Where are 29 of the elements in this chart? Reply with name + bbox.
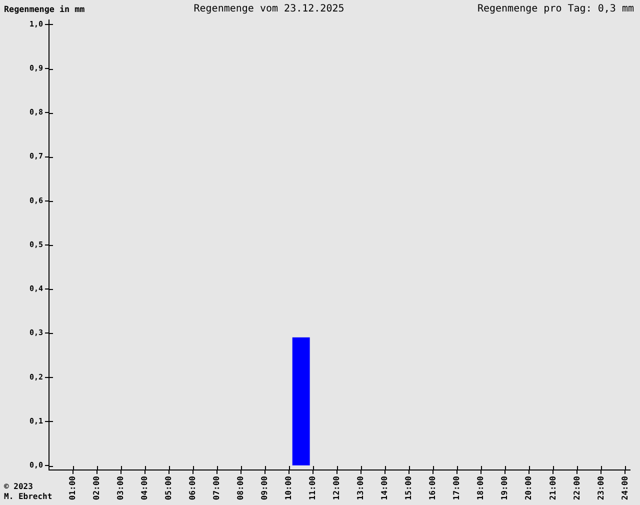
x-tick-label: 24:00: [620, 476, 630, 500]
x-tick-label: 12:00: [332, 476, 342, 500]
x-tick-label: 18:00: [476, 476, 486, 500]
x-tick-label: 07:00: [212, 476, 222, 500]
x-tick-label: 11:00: [308, 476, 318, 500]
x-tick-label: 16:00: [428, 476, 438, 500]
x-tick-label: 13:00: [356, 476, 366, 500]
x-tick-label: 06:00: [188, 476, 198, 500]
x-tick-label: 22:00: [572, 476, 582, 500]
x-tick-label: 08:00: [236, 476, 246, 500]
x-tick-label: 10:00: [284, 476, 294, 500]
x-tick-label: 23:00: [596, 476, 606, 500]
x-tick-label: 02:00: [92, 476, 102, 500]
x-tick-label: 15:00: [404, 476, 414, 500]
text: © 2023: [4, 482, 34, 492]
x-tick-label: 17:00: [452, 476, 462, 500]
x-tick-label: 20:00: [524, 476, 534, 500]
text: M. Ebrecht: [4, 492, 52, 502]
y-axis-title: Regenmenge in mm: [4, 4, 85, 14]
x-tick-label: 19:00: [500, 476, 510, 500]
x-tick-label: 01:00: [68, 476, 78, 500]
x-tick-label: 05:00: [164, 476, 174, 500]
x-tick-label: 21:00: [548, 476, 558, 500]
chart-title: Regenmenge vom 23.12.2025: [194, 4, 344, 15]
x-tick-label: 09:00: [260, 476, 270, 500]
x-tick-label: 03:00: [116, 476, 126, 500]
x-tick-label: 04:00: [140, 476, 150, 500]
text: Regenmenge pro Tag: 0,3 mm: [477, 4, 634, 15]
x-tick-label: 14:00: [380, 476, 390, 500]
